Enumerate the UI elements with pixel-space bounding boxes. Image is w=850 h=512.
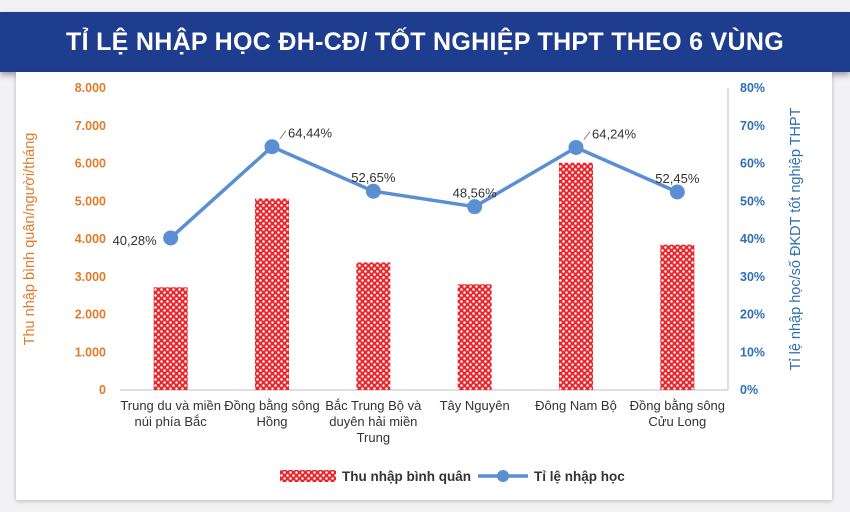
y-right-tick-label: 40% [740,232,765,246]
bar [559,162,593,390]
data-label: 48,56% [453,186,498,201]
legend-line-marker [497,470,509,482]
data-label: 52,45% [655,171,700,186]
y-left-tick-label: 5.000 [75,194,106,208]
title-banner: TỈ LỆ NHẬP HỌC ĐH-CĐ/ TỐT NGHIỆP THPT TH… [0,12,850,72]
x-tick-label: Tây Nguyên [440,398,510,413]
y-left-tick-label: 8.000 [75,81,106,95]
y-left-tick-label: 2.000 [75,308,106,322]
chart-card: 0 0% 1.000 10% 2.000 20% 3.000 30% 4.000 40% 5.000… [16,72,832,500]
y-right-tick-label: 50% [740,194,765,208]
line-point [365,183,381,199]
x-tick-label: Trung du và miền núi phía Bắc [120,398,221,429]
combo-chart: 0 0% 1.000 10% 2.000 20% 3.000 30% 4.000 40% 5.000… [22,81,804,484]
line-point [669,184,685,200]
series-line [169,144,679,240]
legend-bar-swatch [280,470,336,482]
x-tick-label: Bắc Trung Bộ và duyên hải miền Trung [325,398,422,445]
y-left-tick-label: 3.000 [75,270,106,284]
bar [457,284,492,390]
x-tick-label: Đông Nam Bộ [535,398,617,413]
line-point [264,139,280,155]
y-left-tick-label: 1.000 [75,345,106,359]
data-label: 52,65% [351,170,396,185]
data-label: 64,24% [592,126,637,141]
legend-bar-label: Thu nhập bình quân [342,469,471,484]
y-right-axis-label: Tỉ lệ nhập học/số ĐKDT tốt nghiệp THPT [788,107,804,370]
y-right-tick-label: 10% [740,345,765,359]
y-left-tick-label: 4.000 [75,232,106,246]
y-right-tick-label: 80% [740,81,765,95]
data-label-leader [583,131,591,140]
x-tick-label: Đồng bằng sông Cửu Long [630,398,725,429]
bar [660,244,695,390]
y-right-tick-label: 70% [740,119,765,133]
data-label: 64,44% [288,126,333,141]
y-right-tick-label: 30% [740,270,765,284]
data-label-leader [279,130,287,140]
bar [356,262,391,390]
bar [255,198,289,390]
line-point [163,230,179,246]
line-point [568,139,584,155]
line-point [467,199,483,215]
x-tick-label: Đồng bằng sông Hồng [224,398,319,429]
y-left-tick-label: 6.000 [75,157,106,171]
y-right-tick-label: 20% [740,308,765,322]
data-label: 40,28% [113,233,158,248]
legend-line-label: Tỉ lệ nhập học [534,469,625,484]
bar [153,287,188,390]
chart-title: TỈ LỆ NHẬP HỌC ĐH-CĐ/ TỐT NGHIỆP THPT TH… [66,28,784,56]
y-right-tick-label: 0% [740,383,758,397]
y-left-tick-label: 0 [99,383,106,397]
y-left-axis-label: Thu nhập bình quân/người/tháng [22,133,38,346]
y-left-tick-label: 7.000 [75,119,106,133]
y-right-tick-label: 60% [740,157,765,171]
